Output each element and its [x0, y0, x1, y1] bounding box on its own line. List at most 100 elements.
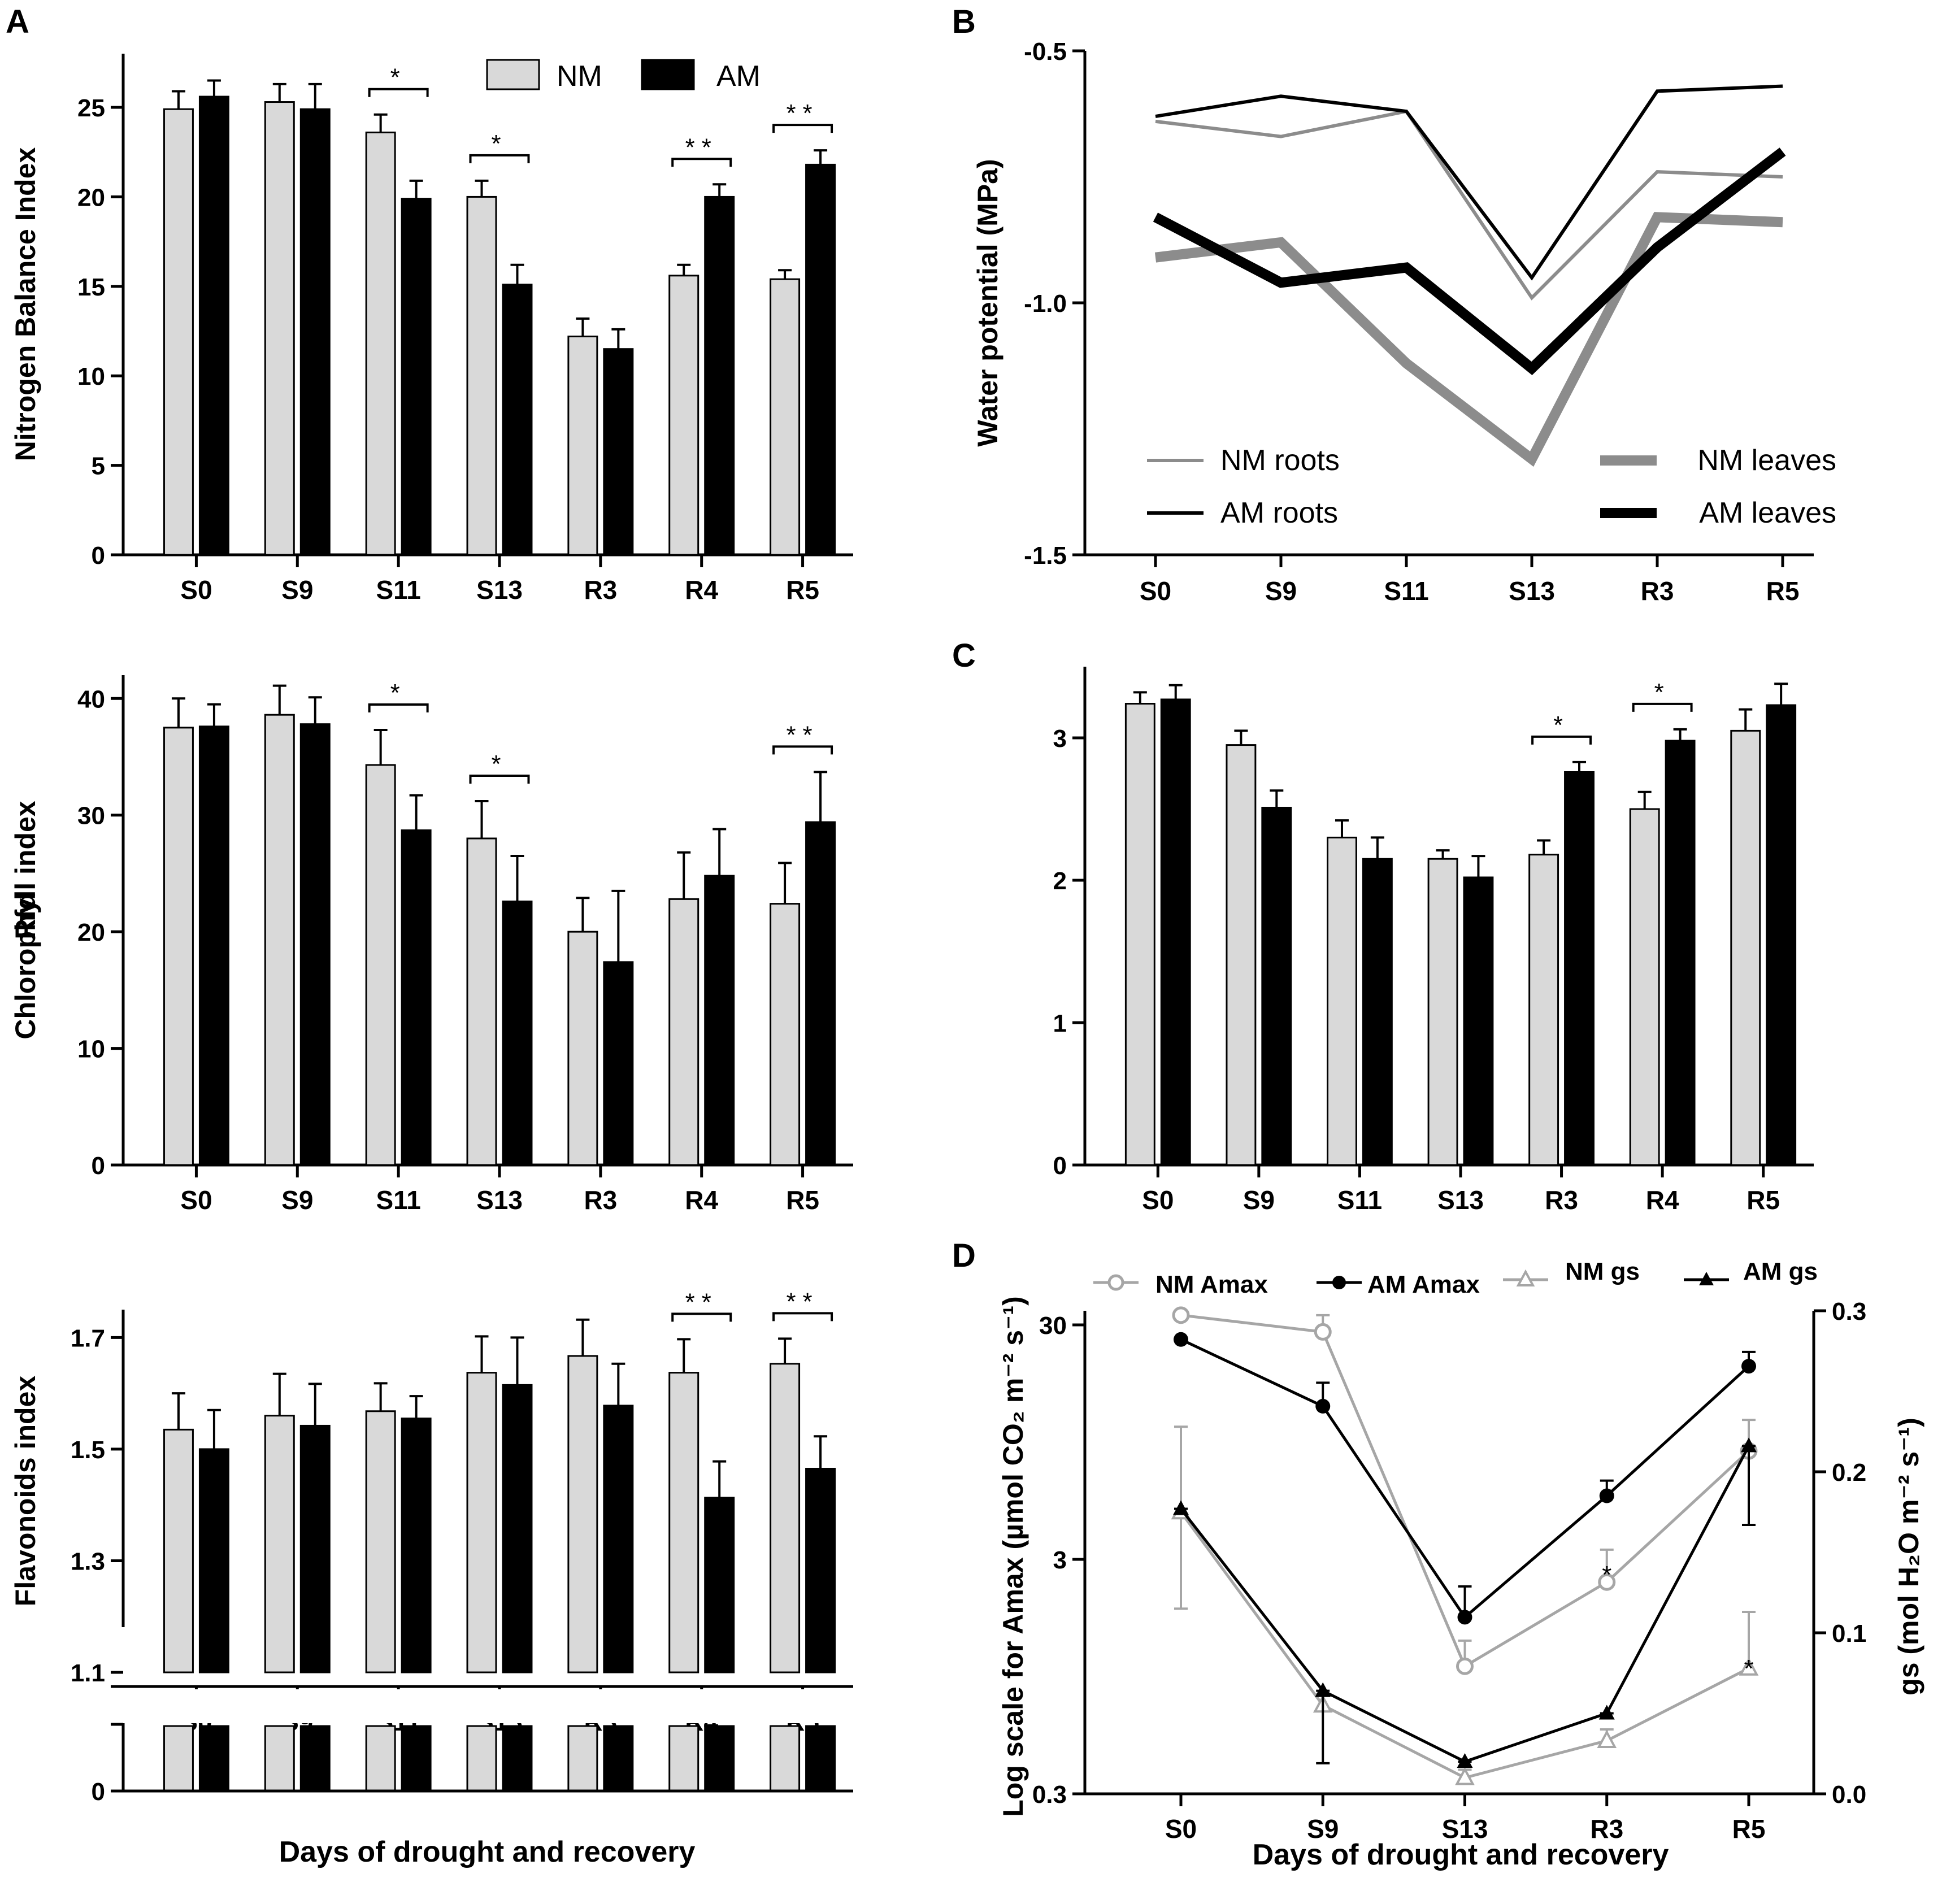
bar-am — [1463, 876, 1494, 1166]
x-tick-label: S13 — [1442, 1814, 1488, 1844]
x-tick-label: R3 — [1641, 576, 1674, 606]
y-axis-label: Rfd — [10, 892, 41, 939]
significance-bracket — [772, 745, 833, 755]
y-tick-label: 1.5 — [71, 1436, 105, 1464]
marker-am-amax — [1315, 1398, 1331, 1414]
bar-stub-nm — [365, 1725, 396, 1792]
bar-am — [401, 829, 432, 1166]
bar-stub-nm — [163, 1725, 194, 1792]
y-tick-label: -0.5 — [1024, 38, 1067, 66]
x-tick-label: S11 — [1384, 576, 1428, 606]
panel-letter-a: A — [6, 3, 29, 40]
bar-am — [1261, 806, 1292, 1166]
marker-nm-amax — [1172, 1306, 1190, 1324]
x-tick-label: S13 — [476, 575, 523, 605]
marker-am-amax — [1457, 1610, 1472, 1625]
bar-am — [603, 1405, 634, 1673]
x-tick-label: S9 — [1265, 576, 1297, 606]
x-tick-label: R5 — [1732, 1814, 1766, 1844]
bar-nm — [1226, 744, 1257, 1166]
bar-nm — [1730, 729, 1761, 1166]
bar-nm — [567, 1355, 598, 1673]
legend-label: AM roots — [1220, 497, 1338, 529]
legend-marker-am-gs — [1699, 1272, 1714, 1285]
panel-letter-d: D — [952, 1237, 976, 1274]
bar-nm — [770, 903, 801, 1166]
bar-am — [1362, 858, 1393, 1166]
legend-swatch-am — [641, 59, 695, 90]
marker-nm-gs — [1597, 1729, 1617, 1748]
bar-am — [502, 1384, 533, 1673]
x-tick-label: S11 — [376, 1185, 420, 1215]
significance-label: * — [390, 64, 407, 92]
significance-bracket — [772, 124, 833, 133]
bar-nm — [668, 275, 700, 556]
bar-nm — [466, 1372, 497, 1673]
x-tick-label: S13 — [1437, 1185, 1484, 1215]
y-tick-label: 3 — [1053, 725, 1067, 753]
bar-nm — [770, 1363, 801, 1673]
y-tick-label: 1 — [1053, 1010, 1067, 1037]
bar-stub-nm — [264, 1725, 295, 1792]
legend-label: AM leaves — [1699, 497, 1836, 529]
bar-nm — [163, 1428, 194, 1673]
bar-am — [805, 163, 836, 556]
bar-am — [1665, 740, 1696, 1166]
marker-am-gs — [1457, 1753, 1473, 1768]
significance-label: * — [1553, 711, 1570, 739]
bar-am — [502, 900, 533, 1166]
y-tick-label: 1.7 — [71, 1324, 105, 1352]
legend-marker-nm-gs — [1516, 1269, 1535, 1286]
bar-am — [1766, 704, 1797, 1166]
marker-nm-gs — [1739, 1657, 1759, 1676]
significance-label: ** — [786, 99, 819, 127]
y-tick-label-right: 0.1 — [1832, 1620, 1866, 1647]
bar-nm — [466, 195, 497, 556]
bar-nm — [770, 278, 801, 556]
marker-nm-amax — [1598, 1573, 1616, 1591]
x-tick-label: S0 — [1142, 1185, 1174, 1215]
y-tick-label: 10 — [77, 1036, 105, 1063]
marker-am-gs — [1598, 1705, 1615, 1720]
bar-am — [603, 348, 634, 556]
bar-nm — [365, 1410, 396, 1673]
x-tick-label: R3 — [584, 1185, 617, 1215]
y-axis-label-left: Log scale for Amax (µmol CO₂ m⁻² s⁻¹) — [997, 1296, 1029, 1817]
marker-am-amax — [1174, 1332, 1188, 1347]
significance-bracket — [772, 1312, 833, 1322]
y-tick-label: -1.5 — [1024, 542, 1067, 570]
panel-letter-c: C — [952, 637, 976, 674]
bar-nm — [668, 898, 700, 1166]
y-tick-label-left: 3 — [1053, 1546, 1067, 1574]
x-tick-label: S0 — [180, 575, 212, 605]
legend-marker-am-amax — [1332, 1276, 1346, 1289]
significance-bracket — [1531, 735, 1592, 745]
y-axis-label: Water potential (MPa) — [972, 159, 1003, 446]
series-line-nm-roots — [1155, 109, 1783, 301]
significance-bracket — [469, 774, 530, 784]
significance-label: ** — [685, 133, 718, 161]
x-tick-label: S13 — [1509, 576, 1555, 606]
y-tick-label-right: 0.0 — [1832, 1781, 1866, 1809]
bar-stub-nm — [770, 1725, 801, 1792]
x-tick-label: R4 — [685, 575, 718, 605]
x-tick-label: R5 — [1747, 1185, 1780, 1215]
y-tick-label-right: 0.2 — [1832, 1459, 1866, 1486]
bar-am — [299, 723, 331, 1166]
x-tick-label: R5 — [786, 575, 819, 605]
axis-break-gap — [113, 1689, 859, 1723]
significance-bracket — [368, 703, 429, 713]
bar-stub-am — [401, 1725, 432, 1792]
series-line-am-leaves — [1153, 147, 1786, 375]
marker-am-gs — [1173, 1500, 1189, 1515]
legend-label: NM Amax — [1155, 1271, 1268, 1298]
bar-nm — [365, 131, 396, 556]
bar-stub-am — [805, 1725, 836, 1792]
x-tick-label: S9 — [1307, 1814, 1339, 1844]
y-axis-label: Nitrogen Balance Index — [10, 147, 41, 461]
x-tick-label: S13 — [476, 1185, 523, 1215]
x-tick-label: R3 — [584, 575, 617, 605]
significance-label: * — [1602, 1561, 1611, 1589]
bar-am — [704, 195, 735, 556]
significance-label: * — [491, 750, 507, 778]
